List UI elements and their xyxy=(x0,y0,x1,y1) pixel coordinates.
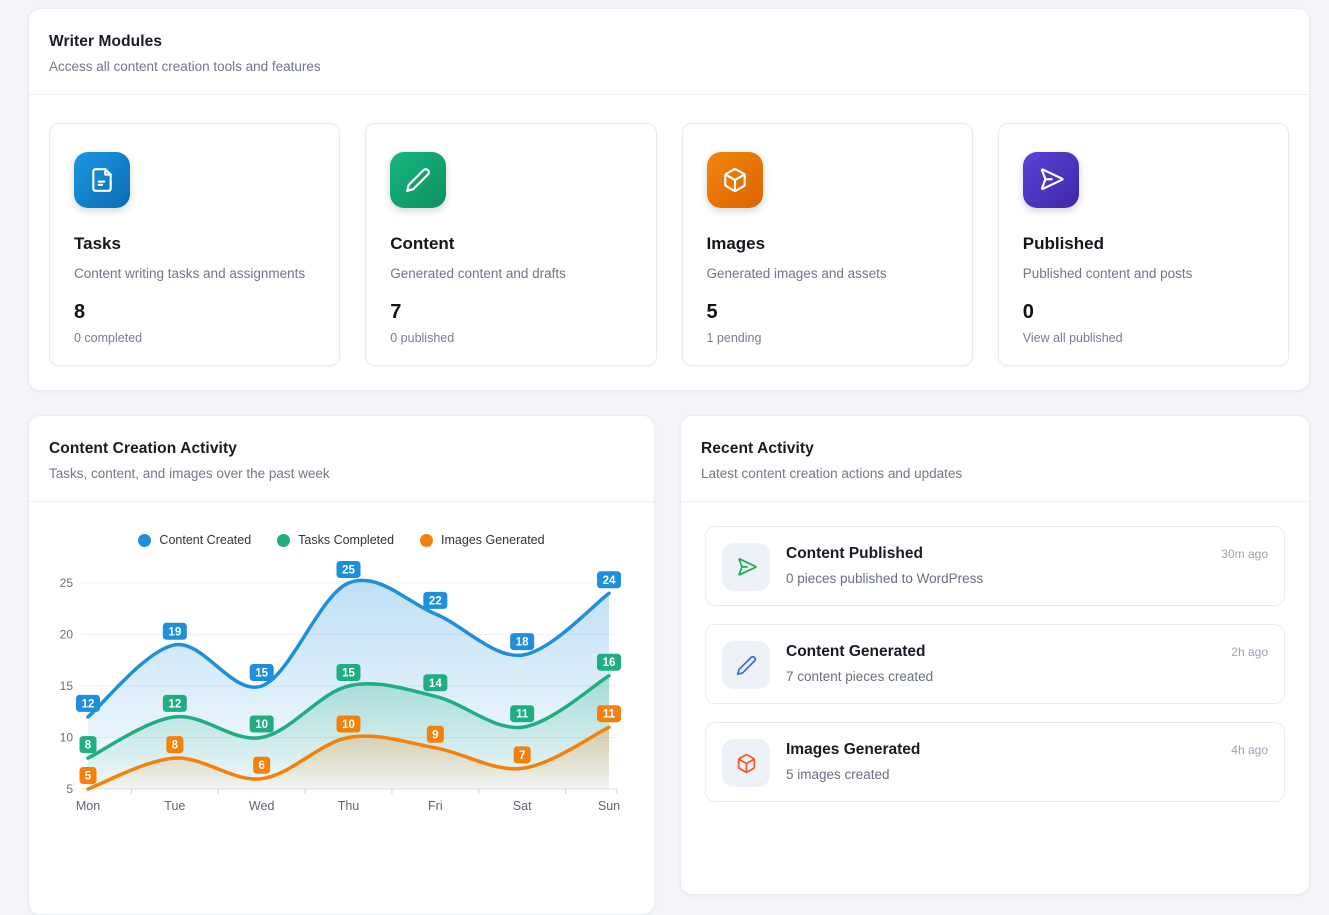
send-icon xyxy=(1022,152,1079,208)
svg-text:10: 10 xyxy=(342,719,355,731)
svg-text:19: 19 xyxy=(168,626,181,638)
module-description: Generated content and drafts xyxy=(390,266,566,281)
svg-text:7: 7 xyxy=(519,750,525,762)
modules-grid: Tasks Content writing tasks and assignme… xyxy=(29,95,1309,394)
svg-text:20: 20 xyxy=(60,628,74,642)
svg-text:10: 10 xyxy=(60,731,74,745)
module-sublabel: View all published xyxy=(1022,331,1123,345)
svg-text:Fri: Fri xyxy=(428,799,443,813)
writer-modules-header: Writer Modules Access all content creati… xyxy=(29,9,1309,95)
writer-modules-panel: Writer Modules Access all content creati… xyxy=(28,8,1310,391)
module-count: 5 xyxy=(706,301,718,323)
legend-label: Content Created xyxy=(159,533,252,547)
svg-text:5: 5 xyxy=(66,782,73,796)
module-count: 0 xyxy=(1022,301,1034,323)
svg-text:11: 11 xyxy=(516,709,529,721)
panel-title: Writer Modules xyxy=(49,33,163,50)
activity-description: 5 images created xyxy=(786,767,890,782)
svg-text:6: 6 xyxy=(258,760,264,772)
module-description: Generated images and assets xyxy=(706,266,887,281)
svg-text:18: 18 xyxy=(516,637,529,649)
module-title: Tasks xyxy=(74,234,121,253)
content-activity-panel: Content Creation Activity Tasks, content… xyxy=(28,415,655,915)
legend-dot-icon xyxy=(138,533,152,547)
activity-timestamp: 4h ago xyxy=(1231,743,1268,757)
legend-item-content-created[interactable]: Content Created xyxy=(138,530,251,550)
module-sublabel: 1 pending xyxy=(706,331,762,345)
chart-legend: Content Created Tasks Completed Images G… xyxy=(29,530,654,550)
module-count: 7 xyxy=(390,301,402,323)
svg-text:Wed: Wed xyxy=(249,799,275,813)
module-card-published[interactable]: Published Published content and posts 0 … xyxy=(997,123,1289,366)
recent-activity-header: Recent Activity Latest content creation … xyxy=(681,416,1309,502)
activity-description: 0 pieces published to WordPress xyxy=(786,571,984,586)
activity-description: 7 content pieces created xyxy=(786,669,934,684)
pencil-icon xyxy=(390,152,447,208)
legend-dot-icon xyxy=(420,533,434,547)
legend-item-tasks-completed[interactable]: Tasks Completed xyxy=(277,530,394,550)
module-card-content[interactable]: Content Generated content and drafts 7 0… xyxy=(365,123,657,366)
module-title: Content xyxy=(390,234,455,253)
svg-text:Sat: Sat xyxy=(513,799,532,813)
svg-text:24: 24 xyxy=(603,575,616,587)
svg-text:14: 14 xyxy=(429,678,442,690)
svg-text:9: 9 xyxy=(432,729,438,741)
svg-text:5: 5 xyxy=(85,771,92,783)
activity-timestamp: 2h ago xyxy=(1231,645,1268,659)
panel-subtitle: Access all content creation tools and fe… xyxy=(49,59,321,74)
activity-item-content-generated[interactable]: Content Generated 2h ago 7 content piece… xyxy=(705,624,1285,704)
svg-text:Sun: Sun xyxy=(598,799,620,813)
svg-text:Tue: Tue xyxy=(164,799,185,813)
legend-label: Images Generated xyxy=(441,533,545,547)
svg-text:Thu: Thu xyxy=(338,799,360,813)
module-description: Published content and posts xyxy=(1022,266,1193,281)
module-title: Published xyxy=(1022,234,1104,253)
legend-dot-icon xyxy=(277,533,291,547)
activity-title: Content Published xyxy=(786,545,923,562)
recent-activity-panel: Recent Activity Latest content creation … xyxy=(680,415,1310,895)
module-sublabel: 0 published xyxy=(390,331,455,345)
svg-text:25: 25 xyxy=(60,576,74,590)
activity-title: Images Generated xyxy=(786,741,921,758)
svg-text:12: 12 xyxy=(82,698,95,710)
chart-header: Content Creation Activity Tasks, content… xyxy=(29,416,654,502)
activity-item-content-published[interactable]: Content Published 30m ago 0 pieces publi… xyxy=(705,526,1285,606)
svg-text:Mon: Mon xyxy=(76,799,100,813)
module-description: Content writing tasks and assignments xyxy=(74,266,306,281)
pencil-icon xyxy=(722,641,770,689)
module-card-images[interactable]: Images Generated images and assets 5 1 p… xyxy=(681,123,973,366)
panel-subtitle: Latest content creation actions and upda… xyxy=(701,466,963,481)
svg-text:16: 16 xyxy=(603,657,616,669)
svg-text:15: 15 xyxy=(255,668,268,680)
svg-text:25: 25 xyxy=(342,565,355,577)
svg-text:12: 12 xyxy=(168,698,181,710)
module-title: Images xyxy=(706,234,766,253)
legend-item-images-generated[interactable]: Images Generated xyxy=(420,530,545,550)
box-icon xyxy=(722,739,770,787)
panel-title: Content Creation Activity xyxy=(49,440,237,457)
svg-text:10: 10 xyxy=(255,719,268,731)
svg-text:15: 15 xyxy=(342,668,355,680)
activity-timestamp: 30m ago xyxy=(1221,547,1268,561)
svg-text:22: 22 xyxy=(429,595,442,607)
box-icon xyxy=(706,152,763,208)
module-card-tasks[interactable]: Tasks Content writing tasks and assignme… xyxy=(49,123,341,366)
send-icon xyxy=(722,543,770,591)
file-text-icon xyxy=(74,152,130,208)
activity-chart[interactable]: 5 10 15 20 25 Mon Tue Wed Thu Fri Sat Sun 12 19 15 25 22… xyxy=(29,556,656,828)
legend-label: Tasks Completed xyxy=(298,533,395,547)
module-sublabel: 0 completed xyxy=(74,331,143,345)
svg-text:8: 8 xyxy=(85,740,92,752)
activity-item-images-generated[interactable]: Images Generated 4h ago 5 images created xyxy=(705,722,1285,802)
svg-text:11: 11 xyxy=(603,709,616,721)
panel-subtitle: Tasks, content, and images over the past… xyxy=(49,466,330,481)
module-count: 8 xyxy=(74,301,86,323)
panel-title: Recent Activity xyxy=(701,440,814,457)
activity-title: Content Generated xyxy=(786,643,926,660)
svg-text:8: 8 xyxy=(172,740,179,752)
activity-list: Content Published 30m ago 0 pieces publi… xyxy=(681,502,1309,826)
svg-text:15: 15 xyxy=(60,679,74,693)
